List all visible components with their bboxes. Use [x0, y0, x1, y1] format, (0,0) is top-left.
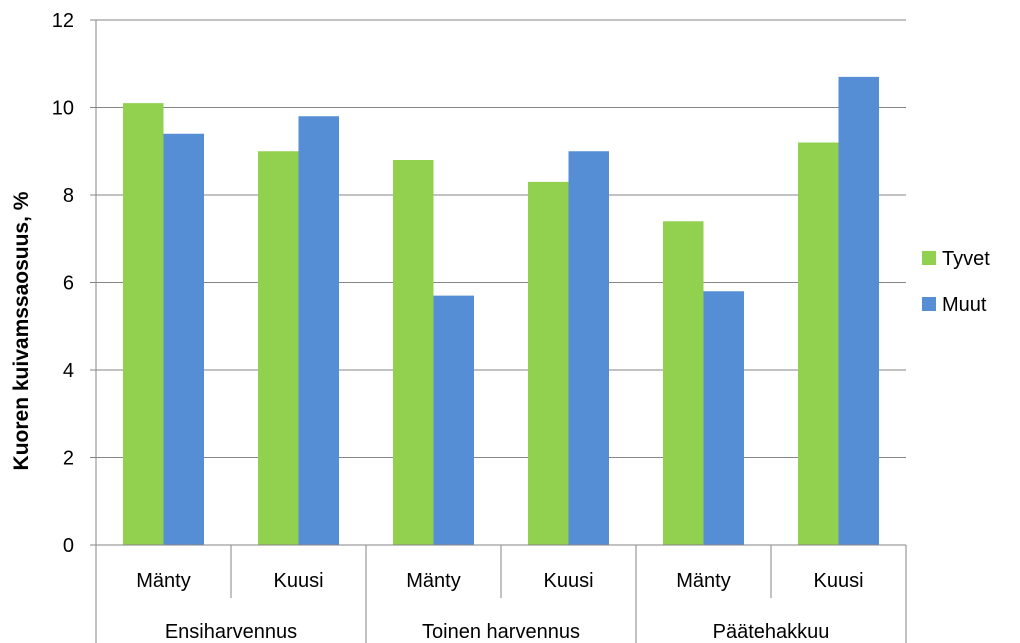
- bar-tyvet-5: [798, 142, 839, 545]
- legend-label-muut: Muut: [942, 294, 987, 316]
- x-category-label: Mänty: [406, 570, 460, 592]
- legend-swatch-muut: [922, 297, 936, 311]
- y-tick-labels: 0 2 4 6 8 10 12: [52, 10, 74, 557]
- x-category-label: Kuusi: [813, 570, 863, 592]
- x-group-label: Ensiharvennus: [165, 621, 297, 643]
- bar-tyvet-2: [393, 160, 434, 545]
- x-category-labels: Mänty Kuusi Mänty Kuusi Mänty Kuusi: [136, 570, 863, 592]
- y-tick-label: 6: [63, 273, 74, 295]
- y-axis-label: Kuoren kuivamssaosuus, %: [10, 191, 33, 470]
- x-category-label: Mänty: [676, 570, 730, 592]
- axes: [90, 20, 907, 643]
- legend: Tyvet Muut: [922, 248, 990, 316]
- bar-tyvet-3: [528, 181, 569, 545]
- bar-muut-3: [568, 151, 609, 545]
- x-group-label: Toinen harvennus: [422, 621, 580, 643]
- bar-tyvet-1: [258, 151, 299, 545]
- bar-tyvet-0: [123, 103, 164, 545]
- y-tick-label: 8: [63, 185, 74, 207]
- y-tick-label: 0: [63, 535, 74, 557]
- bar-muut-0: [163, 133, 204, 545]
- bars: [123, 76, 879, 545]
- bar-tyvet-4: [663, 221, 704, 545]
- legend-swatch-tyvet: [922, 251, 936, 265]
- y-tick-label: 12: [52, 10, 74, 32]
- gridlines: [90, 19, 906, 458]
- bar-muut-2: [433, 295, 474, 545]
- y-tick-label: 2: [63, 448, 74, 470]
- x-category-label: Kuusi: [543, 570, 593, 592]
- x-category-label: Kuusi: [273, 570, 323, 592]
- bar-muut-5: [838, 76, 879, 545]
- y-tick-label: 4: [63, 360, 74, 382]
- x-category-label: Mänty: [136, 570, 190, 592]
- bar-muut-1: [298, 116, 339, 545]
- x-group-label: Päätehakkuu: [713, 621, 830, 643]
- x-group-labels: Ensiharvennus Toinen harvennus Päätehakkuu: [165, 621, 830, 643]
- y-tick-label: 10: [52, 98, 74, 120]
- bar-muut-4: [703, 291, 744, 545]
- legend-label-tyvet: Tyvet: [942, 248, 990, 270]
